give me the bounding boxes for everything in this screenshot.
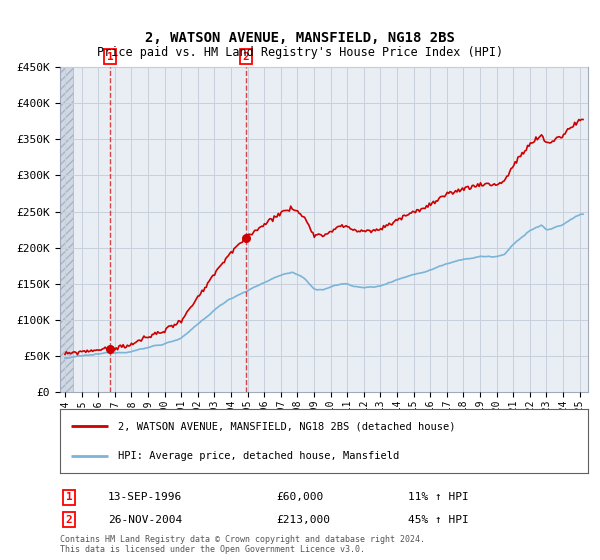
Point — [241, 234, 251, 242]
Text: 1: 1 — [65, 492, 73, 502]
Text: 2, WATSON AVENUE, MANSFIELD, NG18 2BS (detached house): 2, WATSON AVENUE, MANSFIELD, NG18 2BS (d… — [118, 421, 455, 431]
Text: 11% ↑ HPI: 11% ↑ HPI — [408, 492, 469, 502]
Text: 2: 2 — [65, 515, 73, 525]
Text: £60,000: £60,000 — [276, 492, 323, 502]
Point — [105, 344, 115, 353]
Text: 45% ↑ HPI: 45% ↑ HPI — [408, 515, 469, 525]
Text: Price paid vs. HM Land Registry's House Price Index (HPI): Price paid vs. HM Land Registry's House … — [97, 46, 503, 59]
Text: 2, WATSON AVENUE, MANSFIELD, NG18 2BS: 2, WATSON AVENUE, MANSFIELD, NG18 2BS — [145, 31, 455, 45]
Text: 26-NOV-2004: 26-NOV-2004 — [108, 515, 182, 525]
Bar — [60, 67, 73, 392]
Text: Contains HM Land Registry data © Crown copyright and database right 2024.
This d: Contains HM Land Registry data © Crown c… — [60, 535, 425, 554]
Text: 13-SEP-1996: 13-SEP-1996 — [108, 492, 182, 502]
Text: £213,000: £213,000 — [276, 515, 330, 525]
Text: 1: 1 — [107, 52, 113, 62]
Text: 2: 2 — [242, 52, 250, 62]
Text: HPI: Average price, detached house, Mansfield: HPI: Average price, detached house, Mans… — [118, 451, 400, 461]
